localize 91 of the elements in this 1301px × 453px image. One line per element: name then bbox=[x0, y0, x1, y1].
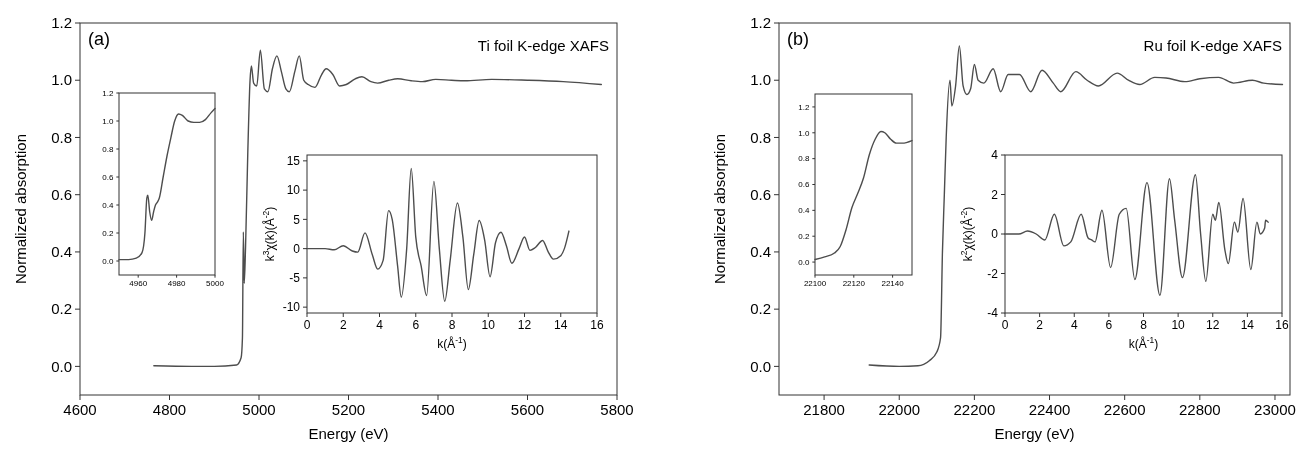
y-tick-label: 0.6 bbox=[51, 185, 72, 203]
x-tick-label: 6 bbox=[412, 318, 420, 332]
x-tick-label: 22600 bbox=[1103, 401, 1146, 418]
y-tick-label: 0.4 bbox=[798, 206, 810, 216]
x-tick-label: 5200 bbox=[331, 401, 366, 418]
x-tick-label: 14 bbox=[1240, 318, 1255, 332]
y-axis-title: Normalized absorption bbox=[710, 133, 728, 285]
x-tick-label: 4960 bbox=[129, 278, 148, 288]
x-axis-title: k(Å$^{-1}$) bbox=[1128, 335, 1159, 352]
x-tick-label: 22120 bbox=[842, 278, 866, 288]
x-axis-title: k(Å$^{-1}$) bbox=[437, 335, 467, 352]
x-tick-label: 23000 bbox=[1254, 401, 1296, 418]
annotation: Ti foil K-edge XAFS bbox=[477, 37, 609, 54]
x-tick-label: 8 bbox=[1140, 318, 1148, 332]
x-tick-label: 8 bbox=[448, 318, 456, 332]
x-tick-label: 5600 bbox=[510, 401, 545, 418]
y-tick-label: 0.2 bbox=[102, 228, 114, 238]
y-tick-label: 0.6 bbox=[750, 185, 771, 203]
x-tick-label: 4 bbox=[376, 318, 384, 332]
x-tick-label: 12 bbox=[517, 318, 532, 332]
x-tick-label: 22100 bbox=[803, 278, 827, 288]
y-tick-label: 0.4 bbox=[51, 243, 72, 261]
x-tick-label: 4600 bbox=[63, 401, 97, 418]
x-tick-label: 21800 bbox=[803, 401, 845, 418]
y-tick-label: 1.0 bbox=[798, 128, 810, 138]
y-tick-label: 1.2 bbox=[750, 14, 771, 32]
x-tick-label: 22400 bbox=[1028, 401, 1071, 418]
y-tick-label: 0.0 bbox=[102, 256, 114, 266]
line-series bbox=[118, 107, 216, 261]
x-tick-label: 4980 bbox=[167, 278, 187, 288]
annotation: (a) bbox=[88, 29, 110, 49]
y-tick-label: 1.2 bbox=[102, 88, 114, 98]
annotation: Ru foil K-edge XAFS bbox=[1143, 37, 1282, 54]
y-tick-label: 0.0 bbox=[750, 357, 771, 375]
x-tick-label: 10 bbox=[1171, 318, 1186, 332]
line-series bbox=[1004, 174, 1269, 296]
y-tick-label: 0.6 bbox=[798, 180, 810, 190]
y-tick-label: 0.0 bbox=[798, 257, 810, 267]
x-axis-title: Energy (eV) bbox=[994, 425, 1075, 442]
y-tick-label: 0.2 bbox=[51, 300, 72, 318]
y-tick-label: 1.0 bbox=[51, 71, 72, 89]
x-axis-title: Energy (eV) bbox=[308, 425, 389, 442]
x-tick-label: 4800 bbox=[152, 401, 187, 418]
y-tick-label: 0 bbox=[991, 227, 999, 242]
x-tick-label: 16 bbox=[590, 318, 604, 332]
y-tick-label: 0 bbox=[293, 241, 301, 256]
x-tick-label: 4 bbox=[1070, 318, 1078, 332]
x-tick-label: 0 bbox=[303, 318, 311, 332]
y-tick-label: 15 bbox=[286, 154, 301, 169]
x-tick-label: 6 bbox=[1105, 318, 1113, 332]
y-tick-label: 0.8 bbox=[798, 154, 810, 164]
y-tick-label: 0.8 bbox=[51, 128, 72, 146]
annotation: (b) bbox=[787, 29, 809, 49]
x-tick-label: 2 bbox=[1036, 318, 1044, 332]
y-tick-label: 0.6 bbox=[102, 172, 114, 182]
y-tick-label: 1.0 bbox=[102, 116, 114, 126]
y-tick-label: 4 bbox=[991, 148, 999, 163]
y-tick-label: 1.2 bbox=[798, 102, 810, 112]
y-tick-label: 5 bbox=[293, 212, 301, 227]
y-tick-label: -4 bbox=[987, 306, 999, 321]
y-tick-label: -10 bbox=[282, 300, 301, 315]
x-tick-label: 5000 bbox=[206, 278, 225, 288]
x-tick-label: 12 bbox=[1206, 318, 1220, 332]
y-tick-label: 10 bbox=[286, 183, 301, 198]
y-tick-label: 0.4 bbox=[750, 243, 771, 261]
x-tick-label: 5800 bbox=[600, 401, 634, 418]
y-tick-label: 0.2 bbox=[798, 232, 810, 242]
y-tick-label: 0.2 bbox=[750, 300, 771, 318]
y-tick-label: 0.0 bbox=[51, 357, 72, 375]
x-tick-label: 22800 bbox=[1178, 401, 1221, 418]
x-tick-label: 2 bbox=[339, 318, 347, 332]
y-tick-label: 1.2 bbox=[51, 14, 72, 32]
y-tick-label: 0.8 bbox=[102, 144, 114, 154]
y-tick-label: 0.8 bbox=[750, 128, 771, 146]
x-tick-label: 0 bbox=[1001, 318, 1009, 332]
y-axis-title: Normalized absorption bbox=[11, 133, 29, 285]
x-tick-label: 16 bbox=[1275, 318, 1289, 332]
x-tick-label: 5000 bbox=[242, 401, 276, 418]
line-series bbox=[814, 130, 913, 261]
x-tick-label: 22140 bbox=[881, 278, 905, 288]
x-tick-label: 10 bbox=[481, 318, 496, 332]
x-tick-label: 22000 bbox=[878, 401, 921, 418]
line-series bbox=[306, 167, 570, 302]
x-tick-label: 5400 bbox=[421, 401, 455, 418]
y-tick-label: 0.4 bbox=[102, 200, 114, 210]
y-tick-label: -2 bbox=[987, 266, 999, 281]
x-tick-label: 22200 bbox=[953, 401, 996, 418]
y-tick-label: 1.0 bbox=[750, 71, 771, 89]
y-tick-label: -5 bbox=[289, 271, 301, 286]
y-tick-label: 2 bbox=[991, 187, 999, 202]
x-tick-label: 14 bbox=[554, 318, 568, 332]
